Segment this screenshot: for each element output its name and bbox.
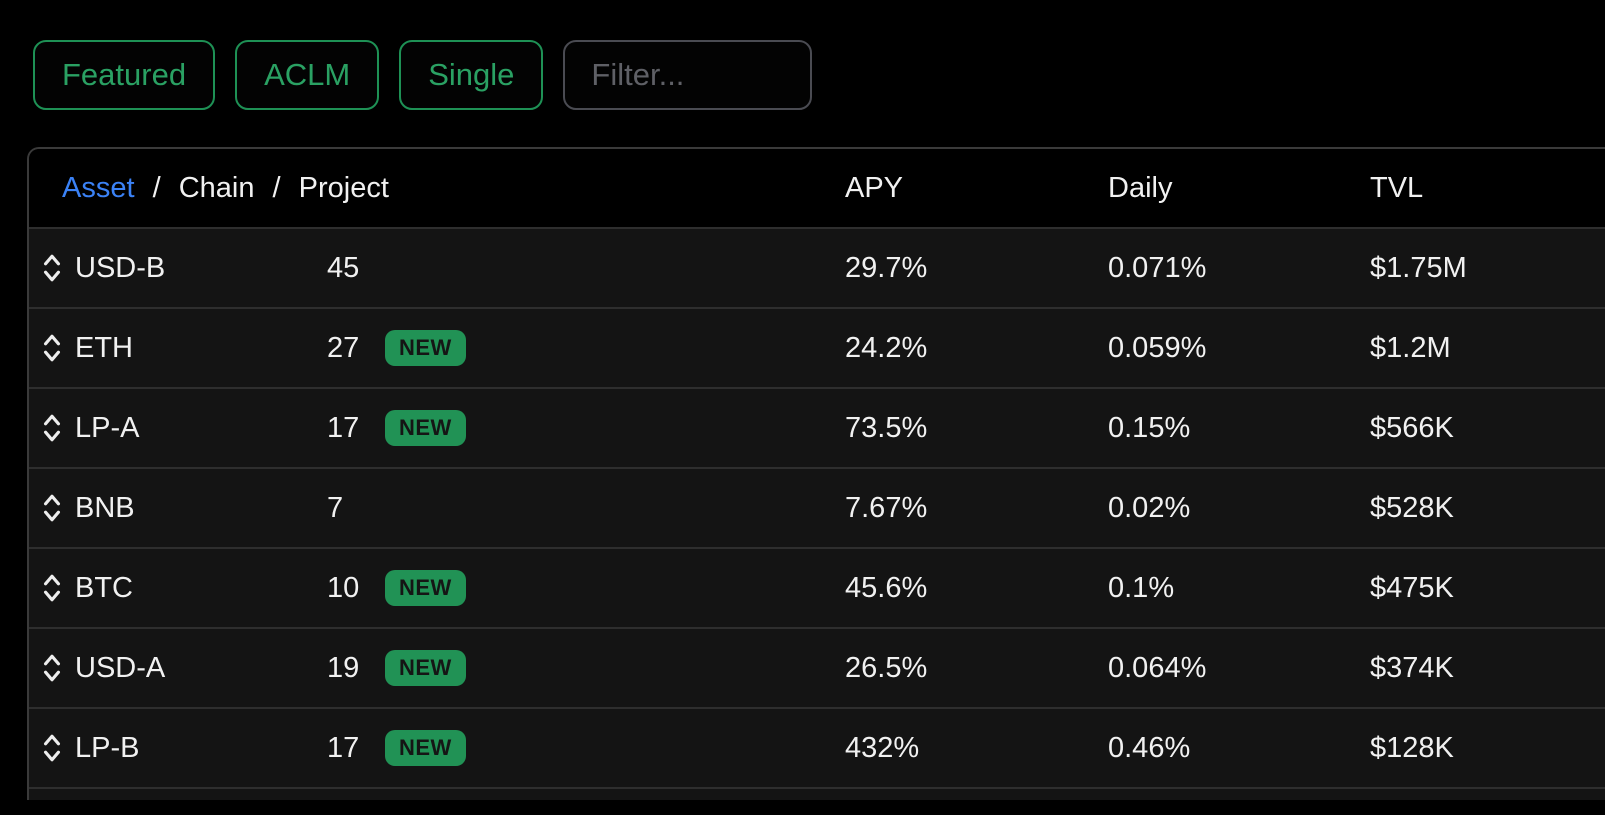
column-header-tvl[interactable]: TVL [1370, 171, 1424, 204]
daily-value: 0.02% [1108, 491, 1191, 524]
pool-count: 17 [327, 411, 360, 444]
apy-value: 29.7% [845, 251, 928, 284]
table-header-row: Asset / Chain / Project APY Daily TVL [29, 149, 1605, 229]
column-header-apy[interactable]: APY [845, 171, 904, 204]
asset-cell: BTC 10 NEW [29, 549, 845, 627]
new-badge: NEW [385, 650, 466, 686]
new-badge: NEW [385, 570, 466, 606]
table-row[interactable]: BTC 10 NEW 45.6% 0.1% $475K [29, 549, 1605, 629]
daily-value: 0.46% [1108, 731, 1191, 764]
new-badge: NEW [385, 410, 466, 446]
asset-name: ETH [75, 331, 133, 364]
column-header-daily[interactable]: Daily [1108, 171, 1173, 204]
toolbar: Featured ACLM Single [33, 40, 1605, 110]
asset-name: USD-A [75, 651, 166, 684]
unfold-more-icon[interactable] [42, 412, 62, 444]
asset-cell: USD-B 45 [29, 229, 845, 307]
asset-cell: LP-A 17 NEW [29, 389, 845, 467]
table-row[interactable]: USD-B 45 29.7% 0.071% $1.75M [29, 229, 1605, 309]
unfold-more-icon[interactable] [42, 652, 62, 684]
asset-name: USD-B [75, 251, 166, 284]
pool-count: 17 [327, 731, 360, 764]
asset-name: BTC [75, 571, 133, 604]
table-row[interactable]: ETH 27 NEW 24.2% 0.059% $1.2M [29, 309, 1605, 389]
daily-value: 0.15% [1108, 411, 1191, 444]
asset-name: LP-B [75, 731, 140, 764]
apy-value: 45.6% [845, 571, 928, 604]
sort-by-project-link[interactable]: Project [298, 171, 389, 204]
group-by-breadcrumb: Asset / Chain / Project [29, 172, 845, 205]
apy-value: 26.5% [845, 651, 928, 684]
asset-name: LP-A [75, 411, 140, 444]
asset-name: BNB [75, 491, 135, 524]
tvl-value: $528K [1370, 491, 1454, 524]
tvl-value: $475K [1370, 571, 1454, 604]
filter-input[interactable] [563, 40, 813, 110]
table-row-partial[interactable] [29, 789, 1605, 800]
unfold-more-icon[interactable] [42, 492, 62, 524]
breadcrumb-separator: / [144, 171, 169, 204]
tvl-value: $128K [1370, 731, 1454, 764]
unfold-more-icon[interactable] [42, 252, 62, 284]
sort-by-asset-link[interactable]: Asset [62, 171, 135, 204]
pool-count: 45 [327, 251, 360, 284]
pool-count: 19 [327, 651, 360, 684]
unfold-more-icon[interactable] [42, 572, 62, 604]
pool-count: 27 [327, 331, 360, 364]
tvl-value: $374K [1370, 651, 1454, 684]
tvl-value: $566K [1370, 411, 1454, 444]
asset-cell: ETH 27 NEW [29, 309, 845, 387]
apy-value: 432% [845, 731, 920, 764]
daily-value: 0.059% [1108, 331, 1207, 364]
unfold-more-icon[interactable] [42, 332, 62, 364]
pool-count: 7 [327, 491, 344, 524]
new-badge: NEW [385, 730, 466, 766]
breadcrumb-separator: / [264, 171, 289, 204]
pool-count: 10 [327, 571, 360, 604]
table-row[interactable]: LP-A 17 NEW 73.5% 0.15% $566K [29, 389, 1605, 469]
filter-button-aclm[interactable]: ACLM [235, 40, 380, 110]
table-row[interactable]: USD-A 19 NEW 26.5% 0.064% $374K [29, 629, 1605, 709]
table-row[interactable]: BNB 7 7.67% 0.02% $528K [29, 469, 1605, 549]
tvl-value: $1.2M [1370, 331, 1451, 364]
apy-value: 24.2% [845, 331, 928, 364]
daily-value: 0.1% [1108, 571, 1175, 604]
asset-cell: USD-A 19 NEW [29, 629, 845, 707]
unfold-more-icon[interactable] [42, 732, 62, 764]
apy-value: 73.5% [845, 411, 928, 444]
filter-button-single[interactable]: Single [399, 40, 544, 110]
asset-cell: LP-B 17 NEW [29, 709, 845, 787]
table-row[interactable]: LP-B 17 NEW 432% 0.46% $128K [29, 709, 1605, 789]
filter-button-featured[interactable]: Featured [33, 40, 216, 110]
sort-by-chain-link[interactable]: Chain [178, 171, 255, 204]
asset-cell: BNB 7 [29, 469, 845, 547]
daily-value: 0.071% [1108, 251, 1207, 284]
daily-value: 0.064% [1108, 651, 1207, 684]
new-badge: NEW [385, 330, 466, 366]
tvl-value: $1.75M [1370, 251, 1467, 284]
apy-value: 7.67% [845, 491, 928, 524]
pools-table: Asset / Chain / Project APY Daily TVL US… [27, 147, 1605, 800]
